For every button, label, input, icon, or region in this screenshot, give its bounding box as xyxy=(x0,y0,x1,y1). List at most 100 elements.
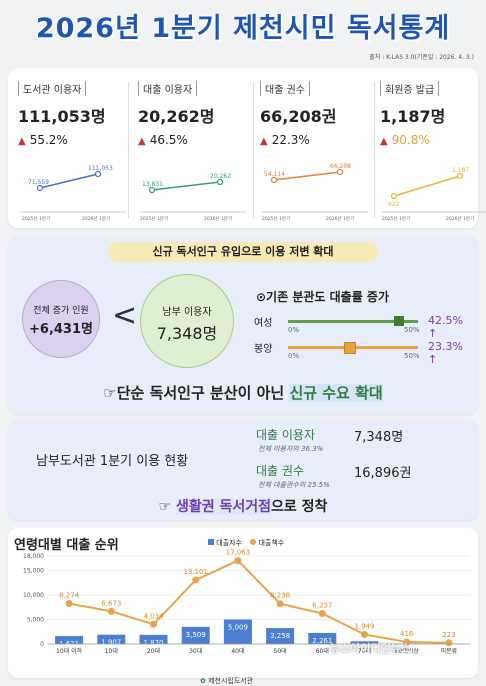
y-tick-label: 10,000 xyxy=(23,592,44,599)
stat-label: 대출 권수 xyxy=(260,81,310,96)
callout: ☞ 생활권 독서거점으로 정착 xyxy=(8,496,478,516)
line-value-label: 416 xyxy=(400,630,414,638)
stat-change-value: 90.8% xyxy=(392,133,430,147)
callout-text: 으로 정착 xyxy=(271,499,327,515)
line-point xyxy=(319,610,326,617)
stat-card-issued: 회원증 발급 1,187명 ▲90.8% 622 1,187 2025년 1분기… xyxy=(380,78,486,218)
divider xyxy=(374,82,375,218)
callout-text: ☞단순 독서인구 분산이 아닌 xyxy=(103,384,289,402)
bar-value: 23.3% ↑ xyxy=(428,340,474,366)
branch-heading: ⊙기존 분관도 대출률 증가 xyxy=(256,288,389,305)
scale-max: 50% xyxy=(404,352,420,360)
mini-prev-label: 2025년 1분기 xyxy=(262,215,290,222)
callout: ☞단순 독서인구 분산이 아닌 신규 수요 확대 xyxy=(8,382,478,403)
x-tick-label: 50대 xyxy=(274,647,287,655)
mini-cur-label: 2026년 1분기 xyxy=(446,215,474,222)
bar-value-label: 1,870 xyxy=(143,639,163,647)
bar-value-label: 5,009 xyxy=(228,624,248,632)
line-value-label: 1,949 xyxy=(354,622,374,630)
row2-note: 전체 대출권수의 25.5% xyxy=(258,480,330,490)
bar-name: 봉양 xyxy=(254,340,272,355)
stat-change: ▲ 90.8% xyxy=(380,133,486,147)
stat-change-value: 55.2% xyxy=(30,133,68,147)
stat-change: ▲ 46.5% xyxy=(138,133,250,147)
legend-bar-swatch xyxy=(208,539,214,545)
scale-min: 0% xyxy=(288,326,299,334)
line-point xyxy=(66,600,73,607)
line-value-label: 6,237 xyxy=(312,602,332,610)
line-series xyxy=(69,561,449,643)
circle-value: 7,348명 xyxy=(141,320,233,344)
stat-value: 111,053명 xyxy=(18,103,130,127)
mini-cur-label: 2026년 1분기 xyxy=(204,215,232,222)
stat-value: 1,187명 xyxy=(380,103,486,127)
mini-prev-value: 13,831 xyxy=(142,181,163,188)
source-note: 출처 : K-LAS 3.0(기준일 : 2026. 4. 3.) xyxy=(369,52,474,61)
up-arrow-icon: ▲ xyxy=(380,136,388,147)
stat-loan-users: 대출 이용자 20,262명 ▲46.5% 13,831 20,262 2025… xyxy=(138,78,250,218)
y-tick-label: 15,000 xyxy=(23,568,44,575)
less-than-symbol: < xyxy=(112,298,137,333)
bar-value-label: 1,907 xyxy=(101,639,121,647)
mini-cur-value: 66,208 xyxy=(330,163,351,170)
row2-value: 16,896권 xyxy=(354,462,411,481)
divider xyxy=(128,82,129,218)
mini-prev-label: 2025년 1분기 xyxy=(382,215,410,222)
scale-max: 50% xyxy=(404,326,420,334)
circle-label: 남부 이용자 xyxy=(141,303,233,318)
footer-logo-text: 제천시립도서관 xyxy=(208,677,253,685)
callout-highlight: 생활권 독서거점 xyxy=(176,499,271,515)
nambu-users-circle: 남부 이용자 7,348명 xyxy=(140,274,234,368)
up-arrow-icon: ▲ xyxy=(138,136,146,147)
line-point xyxy=(192,576,199,583)
chart-legend: 대출자수 대출책수 xyxy=(208,538,284,548)
line-value-label: 6,673 xyxy=(101,599,121,607)
row1-label: 대출 이용자 xyxy=(256,426,315,443)
line-value-label: 8,274 xyxy=(59,592,80,600)
bar-marker xyxy=(344,342,356,354)
stat-change: ▲ 55.2% xyxy=(18,133,130,147)
x-tick-label: 30대 xyxy=(189,647,202,655)
bar-name: 여성 xyxy=(254,314,272,329)
mini-cur-value: 20,262 xyxy=(210,173,231,180)
mini-cur-label: 2026년 1분기 xyxy=(326,215,354,222)
stat-change: ▲22.3% xyxy=(260,133,372,147)
circle-value: +6,431명 xyxy=(23,318,99,337)
nambu-title: 남부도서관 1분기 이용 현황 xyxy=(36,450,188,469)
stat-loan-books: 대출 권수 66,208권 ▲22.3% 54,114 66,208 2025년… xyxy=(260,78,372,218)
mini-prev-label: 2025년 1분기 xyxy=(140,215,168,222)
line-value-label: 223 xyxy=(442,631,455,639)
mini-prev-label: 2025년 1분기 xyxy=(22,215,50,222)
new-readers-panel: 신규 독서인구 유입으로 이용 저변 확대 전체 증가 인원 +6,431명 <… xyxy=(8,236,478,414)
legend-label: 대출자수 xyxy=(216,539,242,547)
stat-label: 회원증 발급 xyxy=(380,81,439,96)
x-tick-label: 60대 xyxy=(316,647,329,655)
mini-prev-value: 622 xyxy=(388,201,400,208)
stat-value: 20,262명 xyxy=(138,103,250,127)
bar-value: 42.5% ↑ xyxy=(428,314,474,340)
x-tick-label: 20대 xyxy=(147,647,160,655)
section-banner: 신규 독서인구 유입으로 이용 저변 확대 xyxy=(108,242,378,262)
bar-value-label: 3,509 xyxy=(186,631,206,639)
circle-label: 전체 증가 인원 xyxy=(23,303,99,316)
y-tick-label: 5,000 xyxy=(27,617,44,624)
total-increase-circle: 전체 증가 인원 +6,431명 xyxy=(22,280,100,358)
x-tick-label: 10대 이하 xyxy=(56,647,83,655)
line-point xyxy=(277,600,284,607)
stat-change-value: 22.3% xyxy=(272,133,310,147)
line-point xyxy=(234,557,241,564)
stat-library-users: 도서관 이용자 111,053명 ▲55.2% 71,559 111,053 2… xyxy=(18,78,130,218)
watermark: 뉴스아이디언뉴스 xyxy=(330,640,411,656)
mini-chart: 54,114 66,208 2025년 1분기 2026년 1분기 xyxy=(260,162,372,222)
y-tick-label: 0 xyxy=(40,641,44,648)
mini-cur-value: 111,053 xyxy=(88,165,113,172)
stat-change-value: 46.5% xyxy=(150,133,188,147)
bar-row-bongyang: 봉양 0% 50% 23.3% ↑ xyxy=(254,340,474,360)
divider xyxy=(253,82,254,218)
line-point xyxy=(108,608,115,615)
up-arrow-icon: ▲ xyxy=(18,136,26,147)
stat-label: 대출 이용자 xyxy=(138,81,197,96)
x-tick-label: 미분류 xyxy=(441,647,458,655)
stats-panel: 도서관 이용자 111,053명 ▲55.2% 71,559 111,053 2… xyxy=(8,68,478,228)
